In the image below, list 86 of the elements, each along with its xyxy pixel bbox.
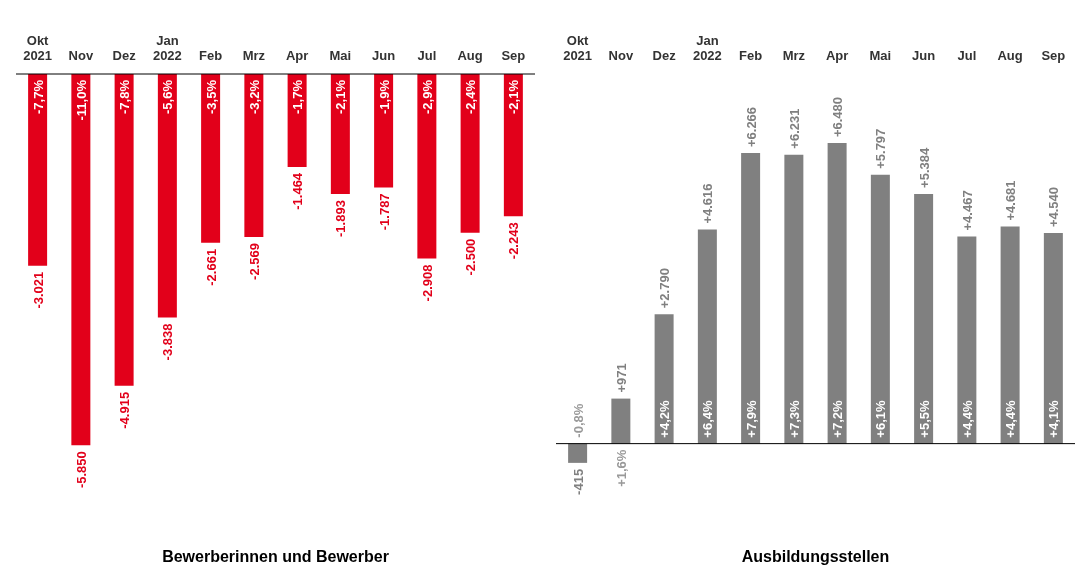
x-tick-label: Okt 2021 <box>23 33 53 63</box>
data-label: -1.893 <box>333 200 349 237</box>
bar <box>784 154 804 444</box>
annotation: +4,2% <box>657 399 673 438</box>
data-label: -1.464 <box>290 172 306 210</box>
data-label: -2.243 <box>506 222 522 260</box>
x-tick-label: Nov <box>68 48 94 63</box>
x-tick-label: Jul <box>417 48 437 63</box>
bar <box>914 193 934 444</box>
data-label: -3.838 <box>160 323 176 361</box>
x-tick-label: Mrz <box>782 48 806 63</box>
x-tick-label: Dez <box>652 48 677 63</box>
x-tick-label: Mai <box>329 48 352 63</box>
annotation: +4,1% <box>1046 399 1062 438</box>
annotation: +4,4% <box>959 399 975 438</box>
annotation: +7,3% <box>786 399 802 438</box>
data-label: -5.850 <box>73 451 89 489</box>
data-label: -1.787 <box>376 193 392 231</box>
bar <box>827 143 847 444</box>
x-tick-label: Sep <box>501 48 526 63</box>
data-label: +2.790 <box>657 268 673 309</box>
data-label: +6.231 <box>786 108 802 149</box>
annotation: +6,1% <box>873 399 889 438</box>
bar <box>697 229 717 444</box>
data-label: -2.500 <box>463 238 479 276</box>
data-label: +4.616 <box>700 183 716 224</box>
x-tick-label: Feb <box>739 48 763 63</box>
data-label: -415 <box>570 468 586 495</box>
text: Bewerberinnen und Bewerber <box>161 548 390 566</box>
annotation: +5,5% <box>916 399 932 438</box>
text: Ausbildungsstellen <box>740 548 891 566</box>
annotation: +6,4% <box>700 399 716 438</box>
annotation: -1,7% <box>290 79 306 114</box>
annotation: +4,4% <box>1003 399 1019 438</box>
data-label: +5.384 <box>916 147 932 188</box>
annotation: -3,5% <box>203 79 219 114</box>
annotation: +7,2% <box>830 399 846 438</box>
annotation: -7,8% <box>117 79 133 114</box>
annotation: -3,2% <box>246 79 262 114</box>
annotation: -1,9% <box>376 79 392 114</box>
data-label: -2.569 <box>246 243 262 280</box>
annotation: -7,7% <box>30 79 46 114</box>
annotation: +1,6% <box>613 449 629 487</box>
x-tick-label: Mai <box>869 48 892 63</box>
x-tick-label: Nov <box>608 48 634 63</box>
data-label: -3.021 <box>30 271 46 309</box>
x-tick-label: Jun <box>912 48 936 63</box>
annotation: +7,9% <box>743 399 759 438</box>
bar <box>611 398 631 444</box>
annotation: -2,4% <box>463 79 479 114</box>
x-tick-label: Apr <box>285 48 309 63</box>
x-tick-label: Feb <box>199 48 223 63</box>
annotation: -2,9% <box>419 79 435 114</box>
bar <box>741 153 761 444</box>
data-label: +5.797 <box>873 128 889 169</box>
data-label: +4.681 <box>1003 180 1019 221</box>
bar <box>654 314 674 444</box>
x-tick-label: Aug <box>457 48 483 63</box>
x-tick-label: Jan 2022 <box>692 33 722 63</box>
annotation: -11,0% <box>73 79 89 121</box>
bar <box>957 236 977 444</box>
annotation: -0,8% <box>570 403 586 438</box>
annotation: -2,1% <box>506 79 522 114</box>
data-label: +6.480 <box>830 96 846 138</box>
data-label: +971 <box>613 363 629 393</box>
data-label: +6.266 <box>743 106 759 148</box>
bar <box>1000 226 1020 444</box>
bar <box>870 174 890 444</box>
x-tick-label: Apr <box>825 48 849 63</box>
data-label: -2.908 <box>419 264 435 302</box>
x-tick-label: Dez <box>112 48 137 63</box>
annotation: -5,6% <box>160 79 176 114</box>
x-tick-label: Sep <box>1041 48 1066 63</box>
x-tick-label: Jun <box>372 48 396 63</box>
data-label: +4.540 <box>1046 186 1062 228</box>
x-tick-label: Aug <box>997 48 1023 63</box>
bar <box>568 443 588 463</box>
x-tick-label: Mrz <box>242 48 266 63</box>
data-label: -4.915 <box>117 391 133 429</box>
data-label: +4.467 <box>959 190 975 231</box>
x-tick-label: Okt 2021 <box>563 33 593 63</box>
data-label: -2.661 <box>203 248 219 286</box>
x-tick-label: Jan 2022 <box>152 33 182 63</box>
annotation: -2,1% <box>333 79 349 114</box>
bar <box>1043 233 1063 444</box>
x-tick-label: Jul <box>957 48 977 63</box>
